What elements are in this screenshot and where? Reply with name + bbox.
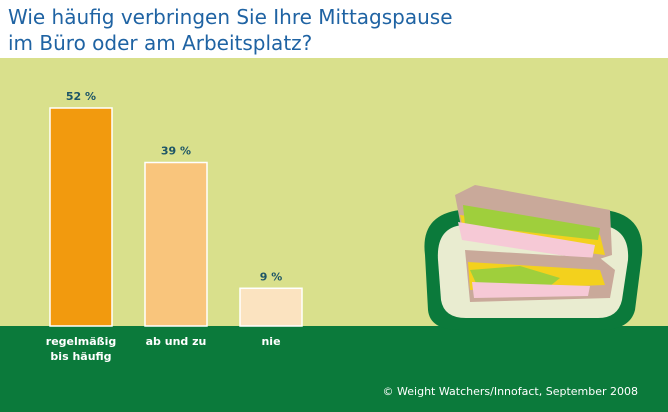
- bar: [144, 161, 208, 327]
- bar: [239, 287, 303, 327]
- value-label: 39 %: [161, 145, 191, 158]
- x-tick-label: regelmäßig bis häufig: [45, 335, 117, 363]
- floor-band: [0, 326, 668, 412]
- x-tick-label: nie: [261, 335, 281, 348]
- source-note: © Weight Watchers/Innofact, September 20…: [382, 385, 638, 398]
- value-label: 9 %: [260, 270, 283, 283]
- value-label: 52 %: [66, 90, 96, 103]
- bar: [49, 107, 113, 327]
- chart-title: Wie häufig verbringen Sie Ihre Mittagspa…: [8, 5, 453, 55]
- x-tick-label: ab und zu: [145, 335, 207, 348]
- sandwich-illustration: [424, 185, 643, 330]
